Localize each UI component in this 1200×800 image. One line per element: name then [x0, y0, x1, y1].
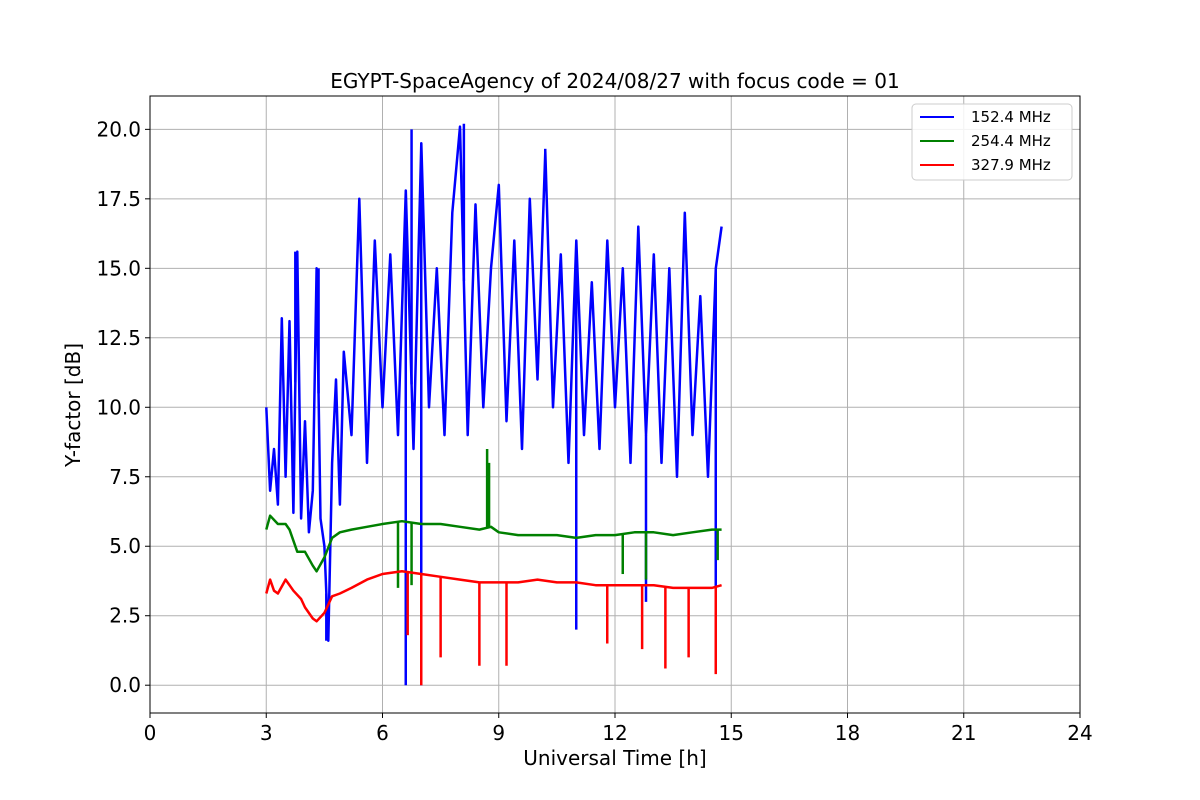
y-tick-label: 10.0: [96, 395, 141, 419]
x-axis-label: Universal Time [h]: [523, 746, 706, 770]
x-tick-label: 18: [835, 721, 860, 745]
legend-box: [911, 103, 1073, 181]
series-line: [265, 514, 722, 573]
series-1: [265, 123, 723, 686]
x-tick-label: 0: [144, 721, 157, 745]
series-layer: [265, 123, 723, 686]
series-line: [265, 570, 722, 623]
x-tick-label: 9: [492, 721, 505, 745]
x-tick-label: 21: [951, 721, 976, 745]
y-tick-label: 15.0: [96, 256, 141, 280]
x-tick-label: 15: [719, 721, 744, 745]
y-tick-label: 7.5: [109, 465, 141, 489]
legend-label: 327.9 MHz: [971, 156, 1051, 174]
x-tick-label: 6: [376, 721, 389, 745]
x-tick-label: 12: [602, 721, 627, 745]
x-tick-label: 3: [260, 721, 273, 745]
series-2: [265, 448, 722, 588]
x-tick-label: 24: [1067, 721, 1092, 745]
series-3: [265, 570, 722, 686]
legend: 152.4 MHz 254.4 MHz 327.9 MHz: [911, 103, 1073, 181]
series-line: [265, 125, 723, 642]
legend-label: 254.4 MHz: [971, 132, 1051, 150]
y-tick-label: 0.0: [109, 673, 141, 697]
y-tick-label: 20.0: [96, 117, 141, 141]
y-axis-label: Y-factor [dB]: [61, 343, 85, 468]
x-axis: 0 3 6 9 12 15 18 21 24: [144, 713, 1093, 745]
y-tick-label: 17.5: [96, 187, 141, 211]
y-tick-label: 5.0: [109, 534, 141, 558]
y-tick-label: 2.5: [109, 604, 141, 628]
y-axis: 0.0 2.5 5.0 7.5 10.0 12.5 15.0 17.5 20.0: [96, 117, 150, 697]
y-tick-label: 12.5: [96, 326, 141, 350]
chart-title: EGYPT-SpaceAgency of 2024/08/27 with foc…: [330, 69, 899, 93]
legend-label: 152.4 MHz: [971, 108, 1051, 126]
